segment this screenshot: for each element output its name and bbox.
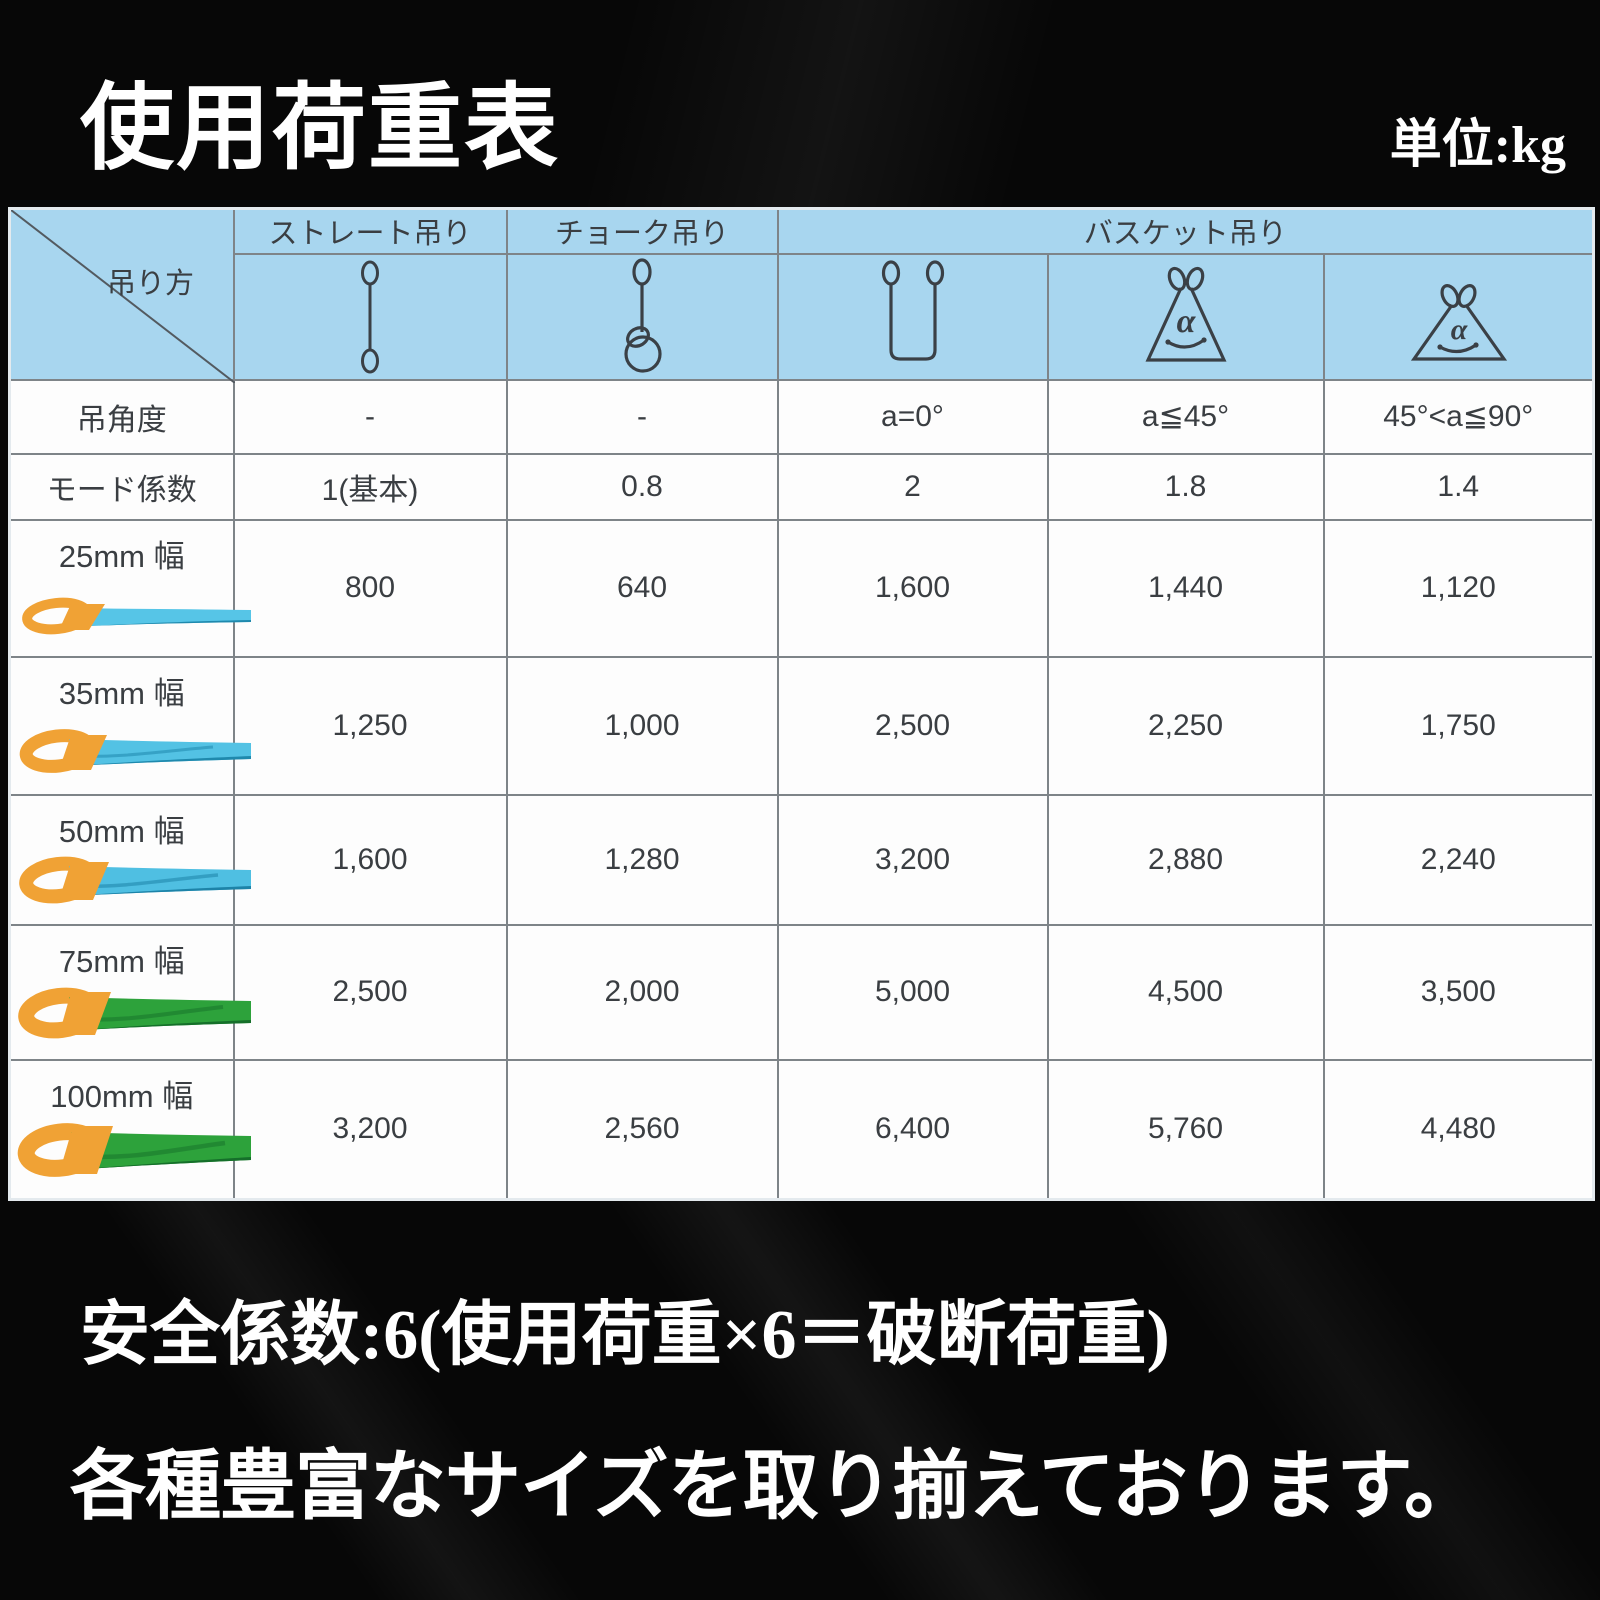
load-value-cell: 2,560 (505, 1058, 779, 1201)
load-value-cell: 1,600 (232, 793, 508, 926)
load-value-cell: 5,760 (1046, 1058, 1325, 1201)
load-value-cell: 3,200 (232, 1058, 508, 1201)
load-value-cell: 3,200 (776, 793, 1049, 926)
mode-factor-row: モード係数 1(基本) 0.8 2 1.8 1.4 (8, 452, 1595, 521)
load-value-cell: 2,880 (1046, 793, 1325, 926)
angle-row-label: 吊角度 (8, 378, 235, 455)
load-value-cell: 2,500 (232, 923, 508, 1061)
sling-photo-100mm (17, 1123, 251, 1177)
size-label: 25mm 幅 (58, 538, 185, 574)
angle-row: 吊角度 - - a=0° a≦45° 45°<a≦90° (8, 378, 1595, 455)
load-value-cell: 2,000 (505, 923, 779, 1061)
basket-45deg-icon: α (1145, 266, 1226, 362)
load-value-cell: 2,240 (1322, 793, 1595, 926)
mode-factor-cell: 0.8 (505, 452, 779, 521)
angle-value-cell: - (505, 378, 779, 455)
load-value-cell: 5,000 (776, 923, 1049, 1061)
load-value-cell: 4,480 (1322, 1058, 1595, 1201)
size-label-cell: 75mm 幅 (8, 923, 251, 1061)
straight-sling-icon (361, 260, 379, 373)
size-label-cell: 25mm 幅 (8, 518, 251, 658)
header-group-row: 吊り方 ストレート吊り チョーク吊り バスケット吊り (8, 207, 1595, 383)
choke-sling-cell (505, 252, 779, 381)
mode-factor-row-label: モード係数 (8, 452, 235, 521)
angle-value-cell: a≦45° (1046, 378, 1325, 455)
choke-sling-icon (624, 257, 662, 373)
col-group-choke: チョーク吊り (505, 207, 779, 255)
corner-label: 吊り方 (107, 268, 195, 300)
load-value-cell: 1,280 (505, 793, 779, 926)
basket-0deg-icon (881, 259, 944, 361)
col-group-straight: ストレート吊り (232, 207, 508, 255)
sling-photo-50mm (19, 856, 251, 903)
diagonal-line (11, 210, 235, 383)
table-row-50mm: 50mm 幅 1,600 1,280 3,200 2,880 2,240 (8, 793, 1595, 926)
basket-0deg-cell (776, 252, 1049, 381)
mode-factor-cell: 1.4 (1322, 452, 1595, 521)
load-value-cell: 1,750 (1322, 655, 1595, 796)
table-row-75mm: 75mm 幅 2,500 2,000 5,000 4,500 3,500 (8, 923, 1595, 1061)
load-value-cell: 1,250 (232, 655, 508, 796)
load-value-cell: 1,440 (1046, 518, 1325, 658)
load-value-cell: 1,000 (505, 655, 779, 796)
table-row-100mm: 100mm 幅 3,200 2,560 6,400 5,760 4,480 (8, 1058, 1595, 1201)
page-title: 使用荷重表 (80, 77, 561, 181)
mode-factor-cell: 1(基本) (232, 452, 508, 521)
table-row-35mm: 35mm 幅 1,250 1,000 2,500 2,250 1,750 (8, 655, 1595, 796)
load-value-cell: 800 (232, 518, 508, 658)
angle-value-cell: 45°<a≦90° (1322, 378, 1595, 455)
col-group-basket: バスケット吊り (776, 207, 1595, 255)
load-value-cell: 1,120 (1322, 518, 1595, 658)
size-label: 35mm 幅 (58, 675, 185, 711)
sling-photo-75mm (18, 987, 251, 1038)
basket-90deg-cell: α (1322, 252, 1595, 381)
mode-factor-cell: 2 (776, 452, 1049, 521)
straight-sling-cell (232, 252, 508, 381)
safety-factor-note: 安全係数:6(使用荷重×6＝破断荷重) (80, 1297, 1170, 1374)
load-value-cell: 3,500 (1322, 923, 1595, 1061)
header-icon-row: α α (10, 252, 1595, 381)
sling-photo-25mm (22, 597, 251, 634)
load-value-cell: 1,600 (776, 518, 1049, 658)
size-label-cell: 50mm 幅 (8, 793, 251, 926)
mode-factor-cell: 1.8 (1046, 452, 1325, 521)
load-capacity-table: 吊り方 ストレート吊り チョーク吊り バスケット吊り (8, 207, 1596, 1201)
basket-45deg-cell: α (1046, 252, 1325, 381)
background-sheen-bottom (0, 1196, 1600, 1600)
basket-90deg-icon: α (1411, 283, 1508, 361)
load-value-cell: 2,250 (1046, 655, 1325, 796)
table-row-25mm: 25mm 幅 800 640 1,600 1,440 1,120 (8, 518, 1595, 658)
size-label-cell: 35mm 幅 (8, 655, 251, 796)
angle-value-cell: a=0° (776, 378, 1049, 455)
corner-cell: 吊り方 (8, 207, 235, 383)
unit-label: 単位:kg (1389, 117, 1566, 174)
sling-photo-35mm (19, 728, 251, 773)
load-value-cell: 6,400 (776, 1058, 1049, 1201)
svg-text:α: α (1176, 303, 1196, 340)
size-label: 100mm 幅 (50, 1078, 194, 1114)
size-label-cell: 100mm 幅 (8, 1058, 251, 1201)
load-value-cell: 2,500 (776, 655, 1049, 796)
load-value-cell: 4,500 (1046, 923, 1325, 1061)
load-value-cell: 640 (505, 518, 779, 658)
size-label: 50mm 幅 (58, 813, 185, 849)
size-label: 75mm 幅 (58, 943, 185, 979)
size-variety-note: 各種豊富なサイズを取り揃えております。 (70, 1445, 1480, 1529)
angle-value-cell: - (232, 378, 508, 455)
svg-text:α: α (1451, 313, 1468, 346)
